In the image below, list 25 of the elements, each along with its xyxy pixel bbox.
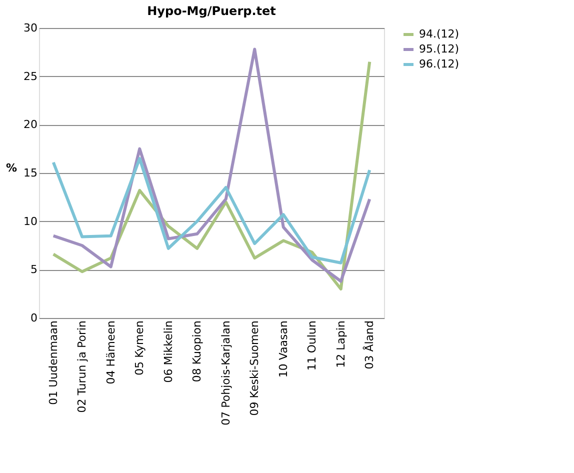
- line-series: [52, 157, 372, 264]
- y-tick-label: 20: [24, 118, 38, 132]
- y-tick-label: 0: [30, 312, 38, 324]
- y-tick-label: 15: [24, 166, 38, 180]
- legend-label: 96.(12): [419, 58, 460, 70]
- x-tick-label: 04 Hämeen: [104, 320, 118, 384]
- y-tick-label: 5: [30, 263, 38, 276]
- x-tick-label: 03 Åland: [362, 320, 376, 370]
- chart-title: Hypo-Mg/Puerp.tet: [147, 4, 276, 18]
- x-tick-label: 07 Pohjois-Karjalan: [219, 320, 232, 426]
- x-tick-label: 05 Kymen: [133, 320, 146, 376]
- x-tick-label: 01 Uudenmaan: [46, 320, 60, 405]
- x-tick-label: 06 Mikkelin: [162, 320, 175, 383]
- y-tick-label: 30: [24, 22, 38, 34]
- x-tick-label: 02 Turun ja Porin: [76, 320, 89, 413]
- x-tick-label: 12 Lapin: [334, 320, 348, 368]
- y-tick-label: 10: [24, 214, 38, 228]
- legend-label: 95.(12): [419, 42, 460, 56]
- x-tick-label: 08 Kuopion: [190, 320, 204, 382]
- x-tick-label: 11 Oulun: [306, 320, 319, 371]
- x-tick-label: 09 Keski-Suomen: [248, 320, 262, 416]
- legend-label: 94.(12): [419, 28, 460, 40]
- y-axis-title: %: [6, 162, 18, 174]
- y-tick-label: 25: [24, 70, 38, 83]
- x-tick-label: 10 Vaasan: [276, 320, 290, 378]
